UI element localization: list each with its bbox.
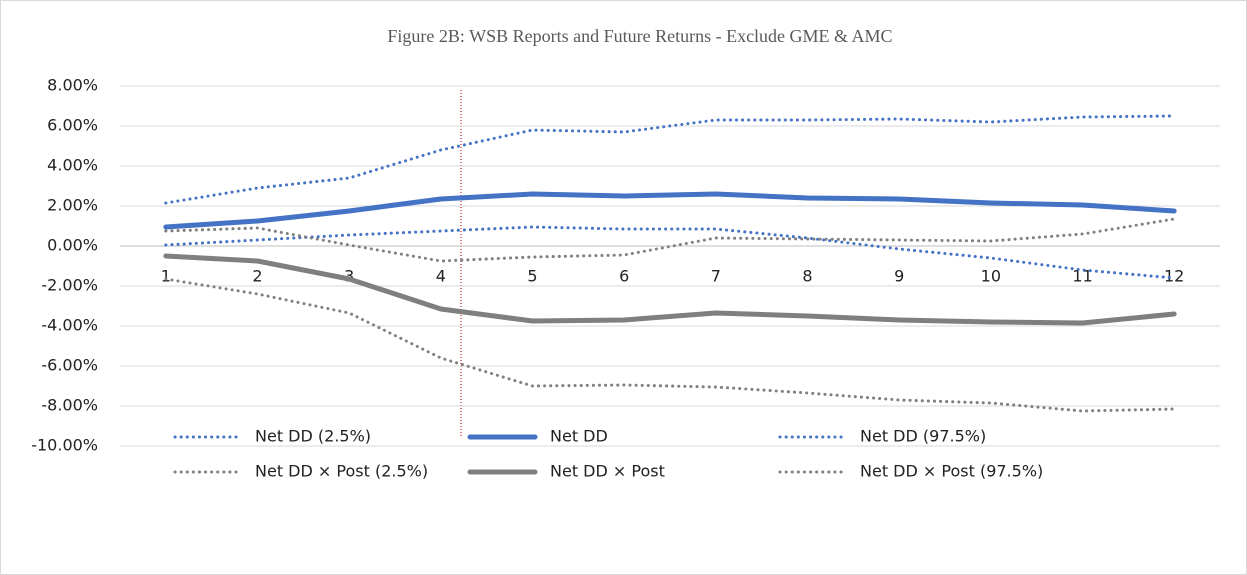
- series-line: [164, 217, 1176, 263]
- y-tick-label: -2.00%: [41, 276, 98, 295]
- series-line: [164, 114, 1176, 205]
- series-line: [163, 253, 1177, 326]
- y-tick-label: 8.00%: [47, 76, 98, 95]
- x-tick-label: 11: [1072, 267, 1092, 286]
- y-tick-label: 0.00%: [47, 236, 98, 255]
- x-tick-label: 1: [161, 267, 171, 286]
- series-line: [164, 225, 1176, 280]
- y-tick-label: -8.00%: [41, 396, 98, 415]
- x-tick-label: 2: [252, 267, 262, 286]
- y-tick-label: 2.00%: [47, 196, 98, 215]
- legend-label: Net DD × Post (2.5%): [255, 462, 428, 481]
- x-tick-label: 5: [527, 267, 537, 286]
- x-tick-label: 12: [1164, 267, 1184, 286]
- legend-label: Net DD (97.5%): [860, 427, 986, 446]
- legend-label: Net DD: [550, 427, 608, 446]
- series-line: [164, 277, 1176, 413]
- y-tick-label: -10.00%: [31, 436, 98, 455]
- x-tick-label: 6: [619, 267, 629, 286]
- y-tick-label: 4.00%: [47, 156, 98, 175]
- legend-label: Net DD (2.5%): [255, 427, 371, 446]
- legend-label: Net DD × Post: [550, 462, 665, 481]
- x-tick-label: 8: [802, 267, 812, 286]
- x-tick-label: 10: [981, 267, 1001, 286]
- x-tick-label: 7: [711, 267, 721, 286]
- x-tick-label: 4: [436, 267, 446, 286]
- y-tick-label: -6.00%: [41, 356, 98, 375]
- y-tick-label: -4.00%: [41, 316, 98, 335]
- legend-label: Net DD × Post (97.5%): [860, 462, 1043, 481]
- series-line: [163, 191, 1177, 230]
- chart-title: Figure 2B: WSB Reports and Future Return…: [387, 26, 892, 46]
- y-tick-label: 6.00%: [47, 116, 98, 135]
- x-tick-label: 9: [894, 267, 904, 286]
- x-tick-label: 3: [344, 267, 354, 286]
